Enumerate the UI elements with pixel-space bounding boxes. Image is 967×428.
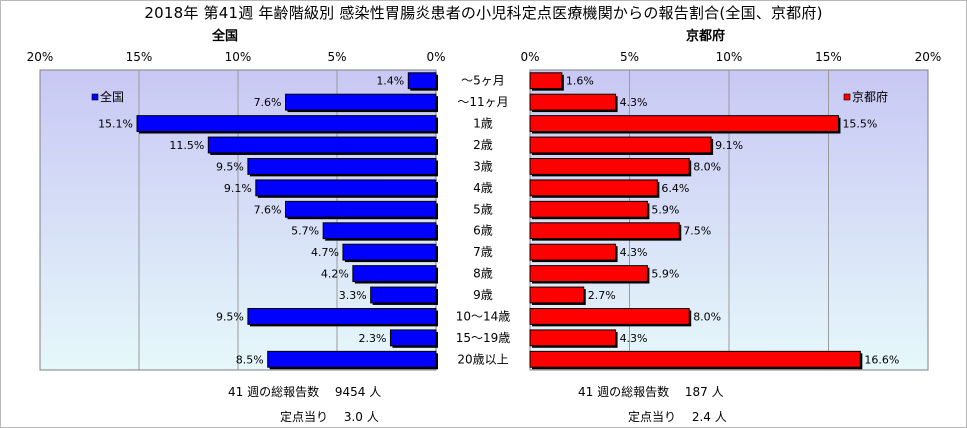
national-bar — [370, 286, 437, 304]
kyoto-data-label: 5.9% — [651, 268, 679, 281]
national-bar — [247, 308, 437, 325]
kyoto-data-label: 4.3% — [620, 246, 648, 259]
kyoto-data-label: 1.6% — [566, 75, 594, 88]
national-bar — [267, 350, 437, 368]
kyoto-tick-label: 0% — [520, 50, 539, 64]
kyoto-bar — [529, 243, 617, 261]
kyoto-bar — [529, 93, 617, 111]
national-data-label: 15.1% — [98, 118, 133, 131]
kyoto-tick-label: 15% — [815, 50, 842, 64]
kyoto-data-label: 4.3% — [620, 96, 648, 109]
national-data-label: 3.3% — [339, 289, 367, 302]
national-legend-swatch — [91, 93, 99, 101]
kyoto-data-label: 6.4% — [661, 182, 689, 195]
kyoto-data-label: 8.0% — [693, 160, 721, 173]
kyoto-total-reports: 41 週の総報告数 187 人 — [578, 385, 724, 399]
category-label: ～11ヶ月 — [457, 95, 508, 109]
national-data-label: 7.6% — [254, 96, 282, 109]
national-data-label: 9.1% — [224, 182, 252, 195]
kyoto-data-label: 8.0% — [693, 310, 721, 323]
kyoto-panel-title: 京都府 — [686, 29, 726, 44]
national-data-label: 1.4% — [376, 75, 404, 88]
category-label: 10～14歳 — [456, 309, 511, 323]
national-bar — [136, 115, 437, 133]
kyoto-bar — [529, 179, 658, 197]
kyoto-data-label: 9.1% — [715, 139, 743, 152]
kyoto-bar — [529, 72, 563, 90]
national-bar — [352, 265, 437, 282]
kyoto-bar — [529, 286, 585, 304]
chart-title: 2018年 第41週 年齢階級別 感染性胃腸炎患者の小児科定点医療機関からの報告… — [144, 4, 823, 22]
category-label: 4歳 — [473, 181, 493, 195]
national-bar — [285, 200, 437, 218]
national-data-label: 4.2% — [321, 268, 349, 281]
national-tick-label: 5% — [327, 50, 346, 64]
category-label: 8歳 — [473, 267, 493, 281]
category-label: 7歳 — [473, 245, 493, 259]
national-bar — [247, 158, 437, 175]
national-tick-label: 15% — [126, 50, 153, 64]
national-bar — [285, 93, 437, 111]
category-label: 20歳以上 — [457, 352, 508, 366]
category-label: ～5ヶ月 — [461, 74, 505, 88]
category-label: 1歳 — [473, 117, 493, 131]
kyoto-data-label: 5.9% — [651, 203, 679, 216]
national-total-reports: 41 週の総報告数 9454 人 — [228, 385, 382, 399]
kyoto-tick-label: 20% — [915, 50, 942, 64]
category-label: 15～19歳 — [456, 331, 511, 345]
national-bar — [389, 329, 437, 347]
kyoto-data-label: 16.6% — [864, 353, 899, 366]
national-data-label: 4.7% — [311, 246, 339, 259]
kyoto-bar — [529, 350, 861, 368]
national-data-label: 2.3% — [359, 332, 387, 345]
kyoto-bar — [529, 308, 690, 325]
national-tick-label: 10% — [225, 50, 252, 64]
kyoto-per-site: 定点当り 2.4 人 — [628, 410, 727, 424]
kyoto-tick-label: 10% — [716, 50, 743, 64]
national-data-label: 8.5% — [236, 353, 264, 366]
kyoto-bar — [529, 200, 648, 218]
national-tick-label: 20% — [27, 50, 54, 64]
kyoto-data-label: 7.5% — [683, 225, 711, 238]
national-bar — [322, 222, 437, 240]
kyoto-legend-swatch — [843, 93, 851, 101]
national-data-label: 9.5% — [216, 310, 244, 323]
kyoto-bar — [529, 222, 680, 240]
national-legend-label: 全国 — [100, 89, 124, 104]
kyoto-bar — [529, 115, 839, 133]
kyoto-data-label: 15.5% — [842, 118, 877, 131]
national-bar — [407, 72, 437, 90]
national-tick-label: 0% — [426, 50, 445, 64]
kyoto-data-label: 4.3% — [620, 332, 648, 345]
kyoto-bar — [529, 265, 648, 282]
kyoto-bar — [529, 329, 617, 347]
category-label: 3歳 — [473, 159, 493, 173]
national-bar — [342, 243, 437, 261]
national-data-label: 9.5% — [216, 160, 244, 173]
kyoto-data-label: 2.7% — [588, 289, 616, 302]
national-panel-title: 全国 — [212, 29, 239, 44]
category-label: 5歳 — [473, 202, 493, 216]
category-label: 9歳 — [473, 288, 493, 302]
national-data-label: 7.6% — [254, 203, 282, 216]
kyoto-bar — [529, 136, 712, 154]
national-per-site: 定点当り 3.0 人 — [280, 410, 379, 424]
kyoto-legend-label: 京都府 — [852, 89, 888, 104]
national-bar — [207, 136, 437, 154]
kyoto-bar — [529, 158, 690, 175]
national-data-label: 11.5% — [169, 139, 204, 152]
kyoto-tick-label: 5% — [620, 50, 639, 64]
national-data-label: 5.7% — [291, 225, 319, 238]
national-bar — [255, 179, 437, 197]
category-label: 2歳 — [473, 138, 493, 152]
category-label: 6歳 — [473, 224, 493, 238]
